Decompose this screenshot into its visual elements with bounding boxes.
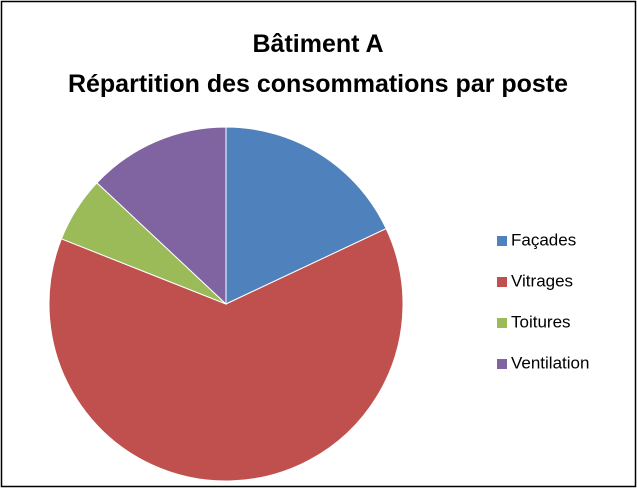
pie-slice [48, 227, 404, 482]
legend-swatch [497, 277, 507, 287]
chart-subtitle: Répartition des consommations par poste [68, 70, 568, 98]
legend-label: Ventilation [511, 353, 589, 372]
legend-label: Façades [511, 230, 576, 249]
pie-slice [96, 126, 227, 306]
legend-swatch [497, 359, 507, 369]
pie-slice [225, 126, 387, 305]
legend-label: Toitures [511, 312, 571, 331]
legend-swatch [497, 318, 507, 328]
legend-label: Vitrages [511, 271, 573, 290]
legend-swatch [497, 236, 507, 246]
chart-title: Bâtiment A [252, 30, 383, 58]
